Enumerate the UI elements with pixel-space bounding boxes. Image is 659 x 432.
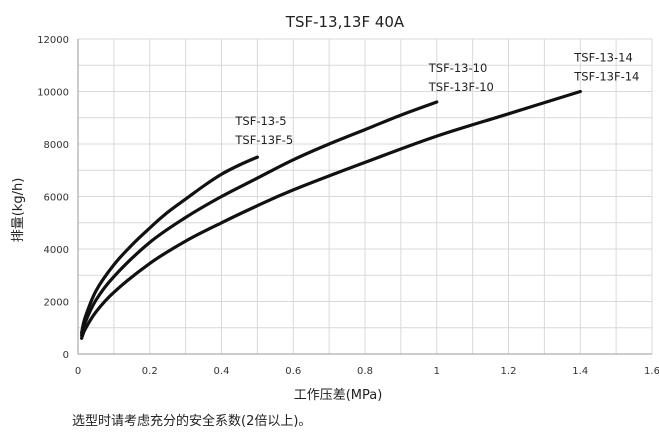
- grid: [77, 38, 653, 355]
- selection-note: 选型时请考虑充分的安全系数(2倍以上)。: [72, 414, 312, 429]
- series-label: TSF-13-5: [234, 114, 286, 128]
- x-tick-label: 0.8: [357, 366, 373, 377]
- x-tick-label: 1.2: [501, 366, 517, 377]
- series-line: [80, 155, 259, 335]
- y-tick-label: 2000: [44, 298, 69, 309]
- series-label: TSF-13F-5: [234, 133, 293, 147]
- chart-title: TSF-13,13F 40A: [285, 13, 405, 31]
- series-label: TSF-13F-14: [573, 70, 639, 84]
- y-tick-label: 6000: [44, 193, 69, 204]
- y-tick-label: 0: [63, 350, 69, 361]
- series-label: TSF-13F-10: [428, 80, 494, 94]
- y-tick-label: 12000: [37, 35, 69, 46]
- y-tick-label: 4000: [44, 245, 69, 256]
- y-tick-label: 10000: [37, 88, 69, 99]
- x-tick-label: 0.4: [214, 366, 230, 377]
- series-label: TSF-13-10: [428, 61, 488, 75]
- x-tick-label: 1.4: [572, 366, 588, 377]
- series: [80, 89, 582, 340]
- y-tick-label: 8000: [44, 140, 69, 151]
- x-tick-label: 0.2: [142, 366, 158, 377]
- tick-labels: 0 0.2 0.4 0.6 0.8 1 1.2 1.4 1.6 0 2000 4000 6000 8000…: [37, 35, 659, 377]
- x-axis-label: 工作压差(MPa): [294, 388, 383, 403]
- x-tick-label: 0.6: [285, 366, 301, 377]
- series-label: TSF-13-14: [573, 51, 633, 65]
- x-tick-label: 1.6: [644, 366, 659, 377]
- series-line: [80, 89, 582, 340]
- axes: [77, 39, 652, 355]
- series-line: [80, 100, 439, 338]
- y-axis-label: 排量(kg/h): [11, 178, 26, 243]
- series-labels: TSF-13-5 TSF-13F-5 TSF-13-10 TSF-13F-10 TSF-…: [234, 51, 639, 148]
- x-tick-label: 1: [434, 366, 440, 377]
- x-tick-label: 0: [75, 366, 81, 377]
